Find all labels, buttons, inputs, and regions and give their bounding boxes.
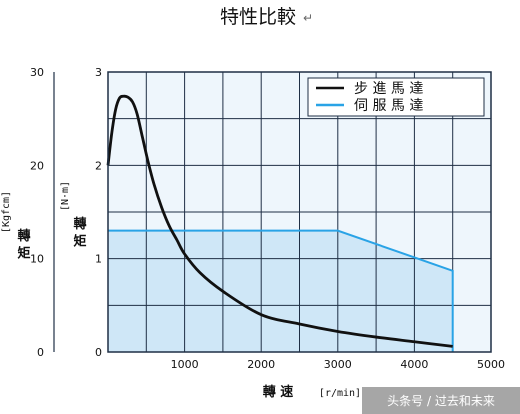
x-axis-unit: [r/min] [319,388,361,399]
legend-label-servo: 伺 服 馬 達 [354,98,423,114]
left-y-tick-label: 10 [30,253,44,266]
left-y-label: 轉 矩 [15,228,32,261]
stepper-motor-line [106,94,453,348]
legend-box [307,77,485,117]
legend-label-stepper: 步 進 馬 達 [354,81,423,97]
watermark-bg [362,387,520,414]
left-y-tick-label: 20 [30,159,44,172]
chart-title: 特性比較 [220,6,296,28]
servo-motor-line [108,229,454,352]
right-y-tick-label: 1 [95,253,102,266]
x-tick-label: 1000 [171,358,199,371]
x-tick-label: 2000 [247,358,275,371]
right-y-tick-label: 0 [95,346,102,359]
plot-frame [107,71,492,353]
right-y-tick-label: 3 [95,66,102,79]
left-y-tick-label: 0 [37,346,44,359]
x-axis-label: 轉 速 [263,384,294,400]
servo-motor-area [108,230,453,352]
left-y-tick-label: 30 [30,66,44,79]
x-tick-label: 3000 [324,358,352,371]
watermark: 头条号 / 过去和未来 [387,394,495,408]
right-y-tick-label: 2 [95,159,102,172]
x-tick-label: 5000 [477,358,505,371]
right-y-label: 轉 矩 [71,216,88,249]
right-y-unit: [N·m] [60,181,71,211]
legend: 步 進 馬 達 伺 服 馬 達 [307,77,485,117]
return-mark: ↵ [303,11,313,25]
left-y-unit: [Kgfcm] [1,191,12,233]
x-tick-label: 4000 [400,358,428,371]
